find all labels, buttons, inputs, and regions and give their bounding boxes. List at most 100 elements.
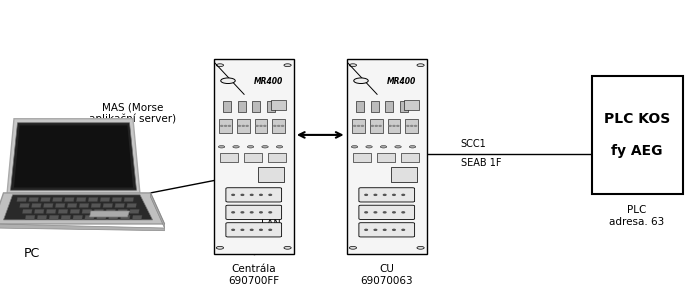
Bar [214, 59, 294, 254]
Text: PLC
adresa. 63: PLC adresa. 63 [610, 205, 664, 227]
Circle shape [246, 125, 248, 126]
Circle shape [384, 194, 386, 195]
Text: MR400: MR400 [386, 77, 416, 86]
Circle shape [380, 146, 386, 148]
Polygon shape [25, 215, 35, 219]
Bar [352, 119, 365, 133]
Polygon shape [88, 197, 98, 201]
Circle shape [384, 212, 386, 213]
Text: MR400: MR400 [253, 77, 283, 86]
Circle shape [361, 125, 363, 126]
Polygon shape [108, 215, 118, 219]
Circle shape [232, 229, 235, 230]
Polygon shape [130, 210, 139, 214]
Circle shape [407, 125, 409, 126]
Circle shape [402, 194, 405, 195]
FancyBboxPatch shape [226, 223, 281, 237]
Bar [258, 167, 284, 182]
Polygon shape [115, 203, 125, 208]
Circle shape [384, 229, 386, 230]
Text: CU
69070063: CU 69070063 [360, 264, 413, 286]
Text: PLC KOS: PLC KOS [604, 112, 670, 126]
Polygon shape [64, 197, 74, 201]
Bar [405, 100, 419, 110]
Circle shape [247, 146, 253, 148]
Polygon shape [67, 203, 77, 208]
Bar [223, 101, 231, 112]
Bar [370, 119, 383, 133]
Circle shape [397, 125, 399, 126]
Circle shape [251, 194, 253, 195]
Polygon shape [4, 195, 153, 220]
Polygon shape [82, 210, 92, 214]
Circle shape [225, 125, 227, 126]
Circle shape [232, 212, 235, 213]
Circle shape [374, 212, 377, 213]
Bar [385, 101, 393, 112]
Circle shape [260, 229, 262, 230]
Polygon shape [132, 215, 142, 219]
Polygon shape [22, 210, 32, 214]
Circle shape [284, 64, 291, 67]
Polygon shape [124, 197, 134, 201]
Bar [268, 153, 286, 162]
Circle shape [375, 125, 377, 126]
Bar [401, 153, 419, 162]
Circle shape [232, 194, 235, 195]
Bar [255, 119, 267, 133]
Circle shape [393, 229, 395, 230]
Circle shape [365, 212, 368, 213]
Circle shape [365, 194, 368, 195]
Text: fy AEG: fy AEG [611, 144, 663, 158]
FancyBboxPatch shape [359, 223, 414, 237]
Polygon shape [91, 203, 101, 208]
Circle shape [241, 212, 244, 213]
Text: PC: PC [23, 247, 40, 260]
Circle shape [410, 146, 416, 148]
Polygon shape [90, 211, 130, 217]
Circle shape [239, 125, 241, 126]
Circle shape [374, 229, 377, 230]
Text: Centrála
690700FF: Centrála 690700FF [228, 264, 279, 286]
Bar [346, 59, 427, 254]
Bar [272, 119, 285, 133]
Circle shape [354, 78, 368, 84]
Circle shape [218, 146, 225, 148]
Bar [391, 167, 416, 182]
Circle shape [269, 229, 272, 230]
Text: LAN: LAN [261, 219, 281, 229]
Circle shape [389, 125, 391, 126]
Polygon shape [41, 197, 50, 201]
Bar [377, 153, 395, 162]
Polygon shape [0, 193, 164, 224]
Polygon shape [76, 197, 86, 201]
Polygon shape [106, 210, 116, 214]
Bar [356, 101, 364, 112]
Polygon shape [79, 203, 89, 208]
Circle shape [379, 125, 382, 126]
Circle shape [256, 125, 258, 126]
Bar [405, 119, 418, 133]
Polygon shape [127, 203, 136, 208]
Polygon shape [37, 215, 47, 219]
Polygon shape [34, 210, 44, 214]
Circle shape [402, 229, 405, 230]
Circle shape [411, 125, 413, 126]
Polygon shape [100, 197, 110, 201]
Circle shape [349, 64, 356, 67]
Polygon shape [70, 210, 80, 214]
Circle shape [354, 125, 356, 126]
Circle shape [274, 125, 276, 126]
Polygon shape [14, 125, 133, 187]
Circle shape [276, 146, 283, 148]
Circle shape [269, 212, 272, 213]
Bar [388, 119, 400, 133]
FancyBboxPatch shape [226, 188, 281, 202]
Polygon shape [97, 215, 106, 219]
Circle shape [358, 125, 360, 126]
Circle shape [216, 247, 223, 249]
Polygon shape [61, 215, 71, 219]
Polygon shape [58, 210, 68, 214]
Circle shape [260, 194, 262, 195]
Circle shape [260, 125, 262, 126]
